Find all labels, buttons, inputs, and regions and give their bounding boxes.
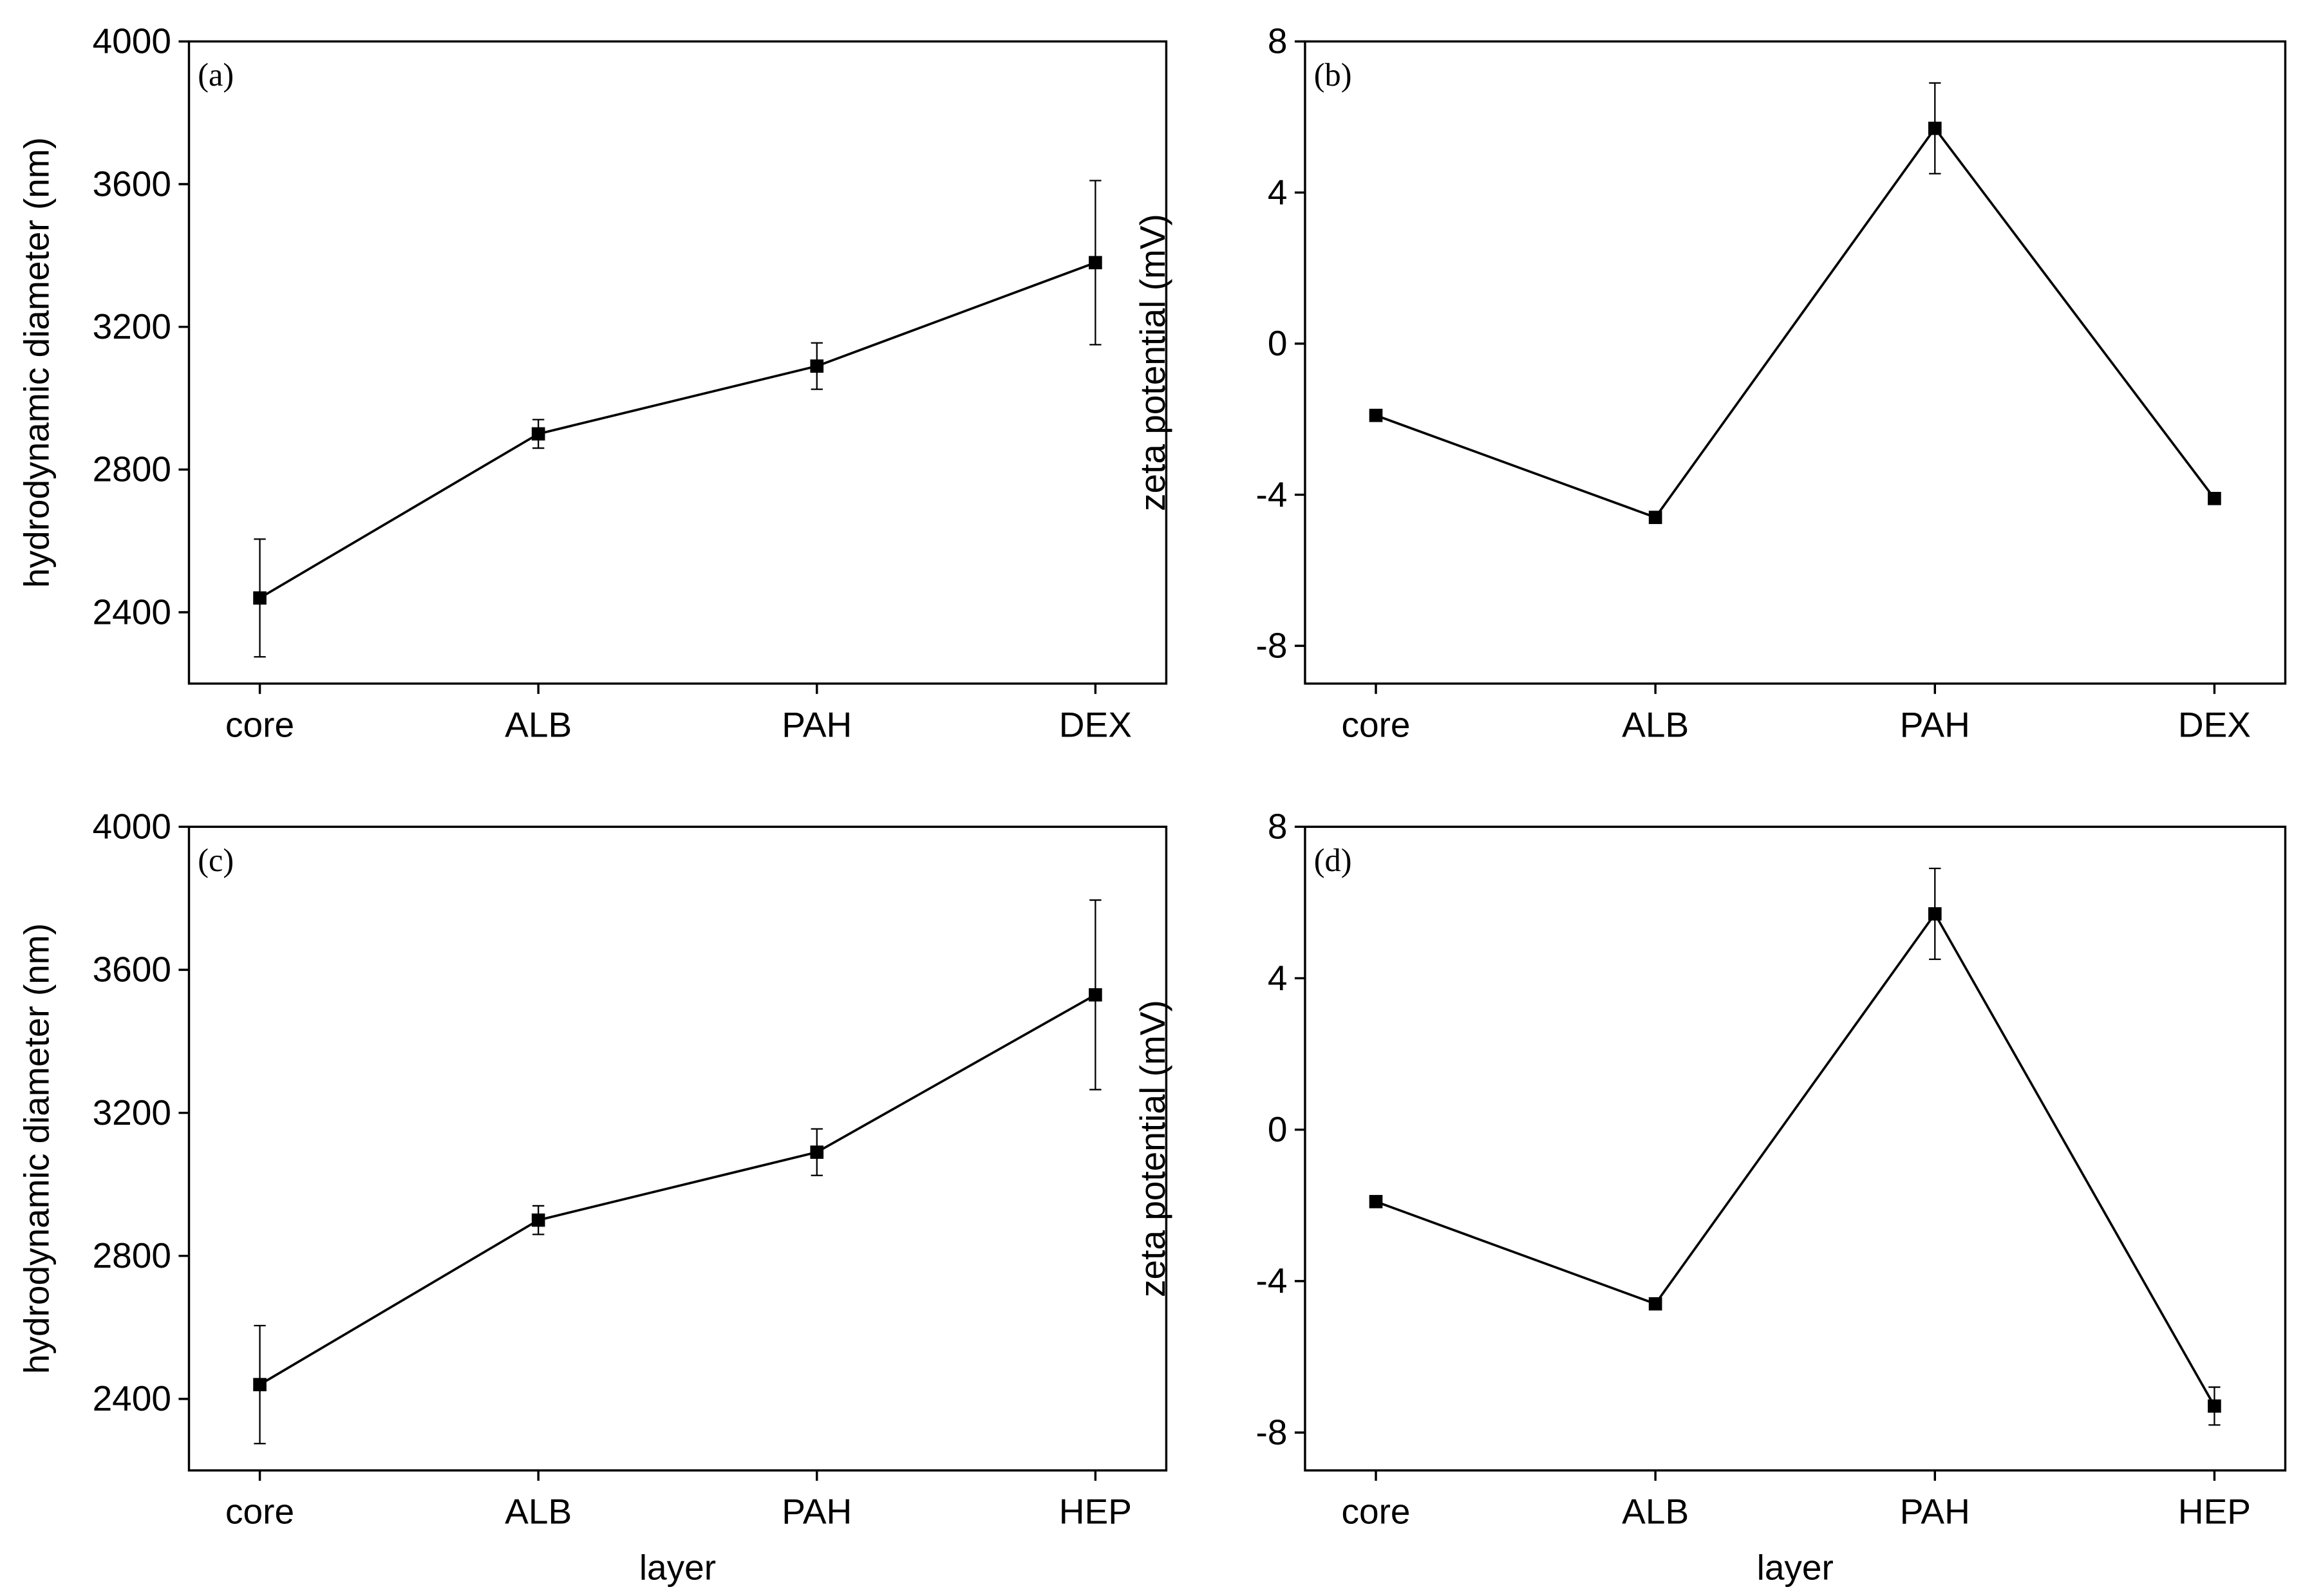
y-tick-label: 2800 bbox=[93, 449, 171, 489]
data-point bbox=[1928, 907, 1942, 921]
x-tick-label: core bbox=[225, 1491, 294, 1531]
x-tick-label: ALB bbox=[505, 704, 572, 744]
panel-label: (a) bbox=[198, 57, 234, 93]
panel-label: (d) bbox=[1314, 842, 1352, 878]
x-tick-label: DEX bbox=[2178, 704, 2251, 744]
y-tick-label: 3200 bbox=[93, 306, 171, 346]
data-point bbox=[1369, 1195, 1383, 1208]
data-point bbox=[810, 359, 824, 373]
data-line bbox=[1375, 912, 2216, 1407]
x-axis-label: layer bbox=[1757, 1548, 1834, 1588]
data-point bbox=[1648, 1297, 1662, 1311]
data-point bbox=[1089, 988, 1102, 1002]
y-tick-label: 4 bbox=[1268, 958, 1288, 998]
data-point bbox=[2208, 491, 2221, 505]
data-point bbox=[810, 1145, 824, 1159]
x-tick-label: ALB bbox=[505, 1491, 572, 1531]
y-tick-label: 8 bbox=[1268, 807, 1288, 847]
data-point bbox=[253, 591, 267, 605]
y-axis-label: zeta potential (mV) bbox=[1133, 214, 1172, 511]
x-axis-label: layer bbox=[639, 1548, 716, 1588]
panel-label: (b) bbox=[1314, 57, 1352, 93]
y-axis-label: hydrodynamic diameter (nm) bbox=[17, 137, 57, 588]
y-tick-label: -8 bbox=[1256, 1412, 1288, 1452]
data-point bbox=[2208, 1399, 2221, 1413]
data-line bbox=[259, 261, 1096, 599]
y-tick-label: 0 bbox=[1268, 323, 1288, 363]
data-point bbox=[253, 1378, 267, 1391]
data-line bbox=[259, 993, 1096, 1386]
y-tick-label: 4000 bbox=[93, 21, 171, 61]
y-tick-label: 3600 bbox=[93, 950, 171, 990]
y-tick-label: 3600 bbox=[93, 164, 171, 203]
data-point bbox=[531, 1213, 545, 1227]
x-tick-label: core bbox=[225, 704, 294, 744]
y-tick-label: -4 bbox=[1256, 474, 1288, 514]
x-tick-label: PAH bbox=[1900, 704, 1970, 744]
x-tick-label: HEP bbox=[1059, 1491, 1132, 1531]
y-tick-label: -4 bbox=[1256, 1261, 1288, 1300]
plot-frame bbox=[1304, 40, 2287, 685]
y-axis-label: zeta potential (mV) bbox=[1133, 1000, 1172, 1297]
data-point bbox=[1928, 121, 1942, 135]
y-tick-label: 2400 bbox=[93, 1378, 171, 1418]
y-tick-label: 2400 bbox=[93, 592, 171, 632]
y-tick-label: 2800 bbox=[93, 1235, 171, 1275]
data-line bbox=[1375, 126, 2215, 519]
data-point bbox=[531, 427, 545, 441]
plot-frame bbox=[1304, 825, 2287, 1472]
data-point bbox=[1369, 408, 1383, 422]
panel-label: (c) bbox=[198, 842, 234, 878]
x-tick-label: DEX bbox=[1059, 704, 1132, 744]
plot-frame bbox=[187, 40, 1168, 685]
x-tick-label: ALB bbox=[1622, 704, 1689, 744]
x-tick-label: PAH bbox=[1900, 1491, 1970, 1531]
y-axis-label: hydrodynamic diameter (nm) bbox=[17, 923, 57, 1374]
y-tick-label: 0 bbox=[1268, 1109, 1288, 1149]
x-tick-label: PAH bbox=[782, 1491, 852, 1531]
data-point bbox=[1089, 256, 1102, 270]
y-tick-label: 8 bbox=[1268, 21, 1288, 61]
y-tick-label: 4000 bbox=[93, 807, 171, 847]
x-tick-label: core bbox=[1342, 704, 1411, 744]
y-tick-label: -8 bbox=[1256, 625, 1288, 665]
x-tick-label: core bbox=[1342, 1491, 1411, 1531]
x-tick-label: ALB bbox=[1622, 1491, 1689, 1531]
y-tick-label: 3200 bbox=[93, 1093, 171, 1132]
y-tick-label: 4 bbox=[1268, 172, 1288, 212]
plot-frame bbox=[187, 825, 1168, 1472]
x-tick-label: PAH bbox=[782, 704, 852, 744]
data-point bbox=[1648, 511, 1662, 524]
x-tick-label: HEP bbox=[2178, 1491, 2251, 1531]
